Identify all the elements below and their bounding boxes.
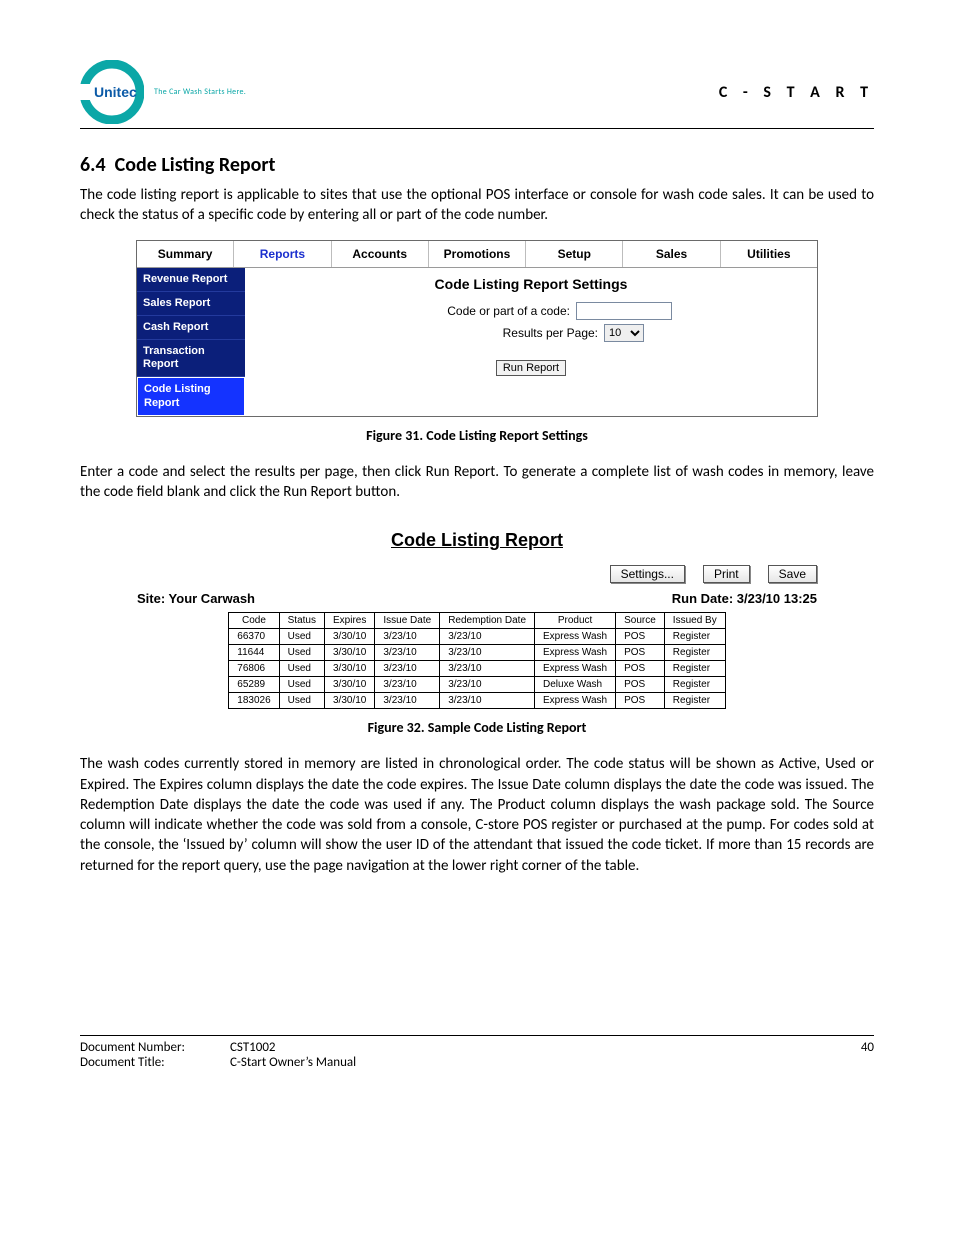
site-label: Site: Your Carwash	[137, 591, 255, 606]
doctitle-label: Document Title:	[80, 1055, 230, 1070]
report-table: CodeStatusExpiresIssue DateRedemption Da…	[228, 612, 725, 709]
tab-setup[interactable]: Setup	[526, 241, 623, 267]
table-row: 11644Used3/30/103/23/103/23/10Express Wa…	[229, 645, 725, 661]
code-label: Code or part of a code:	[390, 304, 570, 318]
table-row: 76806Used3/30/103/23/103/23/10Express Wa…	[229, 661, 725, 677]
docnum-value: CST1002	[230, 1040, 874, 1055]
results-label: Results per Page:	[418, 326, 598, 340]
figure-32-caption: Figure 32. Sample Code Listing Report	[80, 719, 874, 736]
closing-paragraph: The wash codes currently stored in memor…	[80, 754, 874, 876]
tab-accounts[interactable]: Accounts	[332, 241, 429, 267]
page-header: Unitec The Car Wash Starts Here. C - S T…	[80, 60, 874, 129]
column-header: Source	[616, 613, 665, 629]
settings-panel: SummaryReportsAccountsPromotionsSetupSal…	[136, 240, 818, 417]
figure-31-caption: Figure 31. Code Listing Report Settings	[80, 427, 874, 444]
docnum-label: Document Number:	[80, 1040, 230, 1055]
save-button[interactable]: Save	[768, 565, 817, 583]
unitec-logo-icon: Unitec	[80, 60, 144, 124]
logo-block: Unitec The Car Wash Starts Here.	[80, 60, 246, 124]
column-header: Expires	[325, 613, 375, 629]
column-header: Product	[535, 613, 616, 629]
sidebar-item-transaction-report[interactable]: Transaction Report	[137, 340, 245, 377]
sidebar-item-revenue-report[interactable]: Revenue Report	[137, 268, 245, 292]
sidebar-item-sales-report[interactable]: Sales Report	[137, 292, 245, 316]
column-header: Issued By	[664, 613, 725, 629]
section-heading: 6.4 Code Listing Report	[80, 153, 874, 177]
svg-text:Unitec: Unitec	[94, 84, 137, 100]
table-row: 66370Used3/30/103/23/103/23/10Express Wa…	[229, 629, 725, 645]
tab-reports[interactable]: Reports	[234, 241, 331, 267]
column-header: Issue Date	[375, 613, 440, 629]
page-number: 40	[861, 1040, 874, 1055]
sidebar-item-cash-report[interactable]: Cash Report	[137, 316, 245, 340]
print-button[interactable]: Print	[703, 565, 750, 583]
page-footer: Document Number: CST1002 Document Title:…	[80, 1035, 874, 1070]
tab-promotions[interactable]: Promotions	[429, 241, 526, 267]
sidebar-item-code-listing-report[interactable]: Code Listing Report	[137, 377, 245, 415]
report-title: Code Listing Report	[137, 530, 817, 551]
settings-button[interactable]: Settings...	[610, 565, 685, 583]
code-input[interactable]	[576, 302, 672, 320]
report-block: Code Listing Report Settings... Print Sa…	[137, 530, 817, 709]
tab-utilities[interactable]: Utilities	[721, 241, 817, 267]
logo-tagline: The Car Wash Starts Here.	[154, 87, 246, 97]
column-header: Code	[229, 613, 279, 629]
run-report-button[interactable]: Run Report	[496, 360, 566, 376]
results-select[interactable]: 10	[604, 324, 644, 342]
table-row: 183026Used3/30/103/23/103/23/10Express W…	[229, 693, 725, 709]
tab-summary[interactable]: Summary	[137, 241, 234, 267]
table-row: 65289Used3/30/103/23/103/23/10Deluxe Was…	[229, 677, 725, 693]
middle-paragraph: Enter a code and select the results per …	[80, 462, 874, 503]
tab-sales[interactable]: Sales	[623, 241, 720, 267]
intro-paragraph: The code listing report is applicable to…	[80, 185, 874, 226]
column-header: Status	[279, 613, 324, 629]
column-header: Redemption Date	[440, 613, 535, 629]
run-date-label: Run Date: 3/23/10 13:25	[672, 591, 817, 606]
doctitle-value: C-Start Owner’s Manual	[230, 1055, 874, 1070]
product-name: C - S T A R T	[719, 83, 874, 102]
settings-panel-title: Code Listing Report Settings	[253, 276, 809, 292]
